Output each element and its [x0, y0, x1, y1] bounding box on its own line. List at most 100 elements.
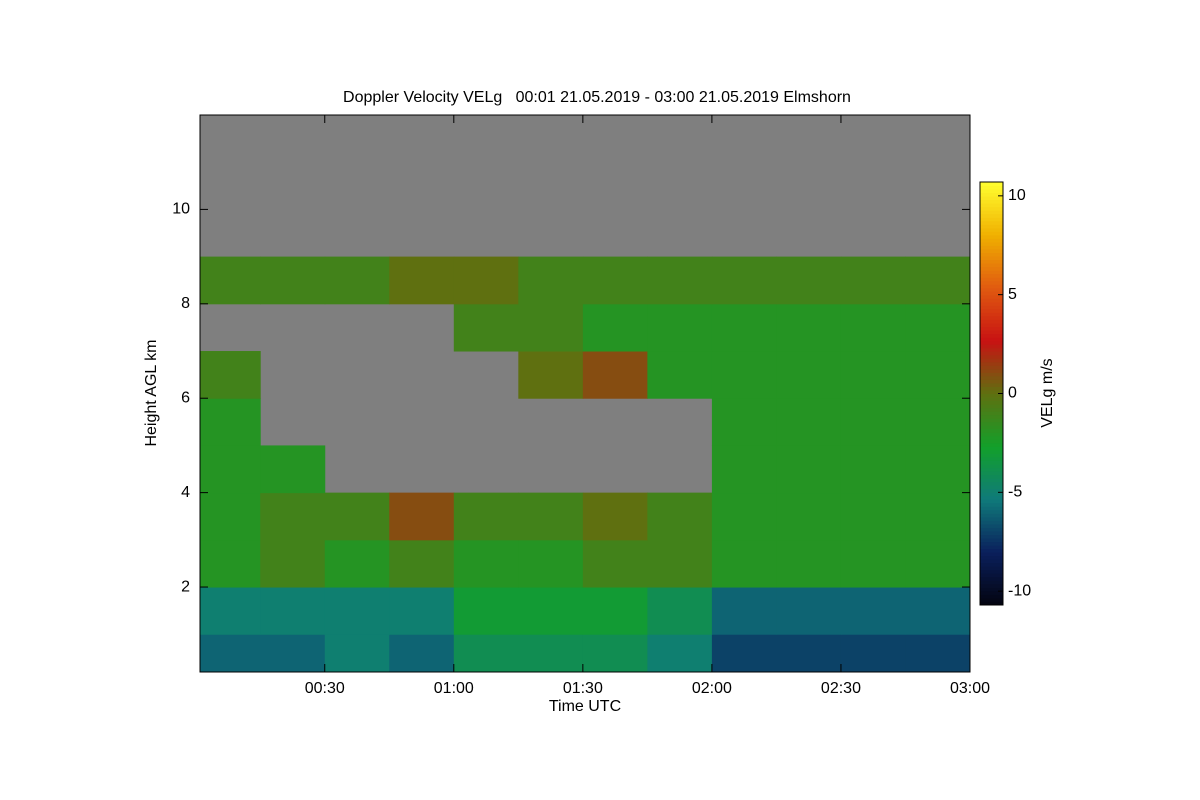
heatmap-cell — [776, 351, 842, 399]
heatmap-cell — [776, 303, 842, 352]
colorbar-segment — [980, 506, 1003, 511]
heatmap-cell — [776, 587, 842, 635]
heatmap-cell — [905, 634, 971, 673]
colorbar-segment — [980, 545, 1003, 550]
heatmap-cell — [453, 539, 519, 588]
colorbar-segment — [980, 224, 1003, 229]
colorbar-segment — [980, 439, 1003, 444]
colorbar-segment — [980, 333, 1003, 338]
colorbar-segment — [980, 492, 1003, 497]
x-tick-label: 02:30 — [821, 680, 861, 697]
heatmap-cell — [200, 445, 261, 494]
heatmap-cell — [200, 492, 261, 541]
colorbar-segment — [980, 358, 1003, 363]
heatmap-cell — [582, 303, 648, 352]
colorbar-segment — [980, 245, 1003, 250]
colorbar-segment — [980, 397, 1003, 402]
colorbar-segment — [980, 185, 1003, 190]
colorbar-segment — [980, 566, 1003, 571]
colorbar-segment — [980, 354, 1003, 359]
colorbar-segment — [980, 555, 1003, 560]
y-tick-label: 6 — [181, 389, 190, 406]
colorbar-segment — [980, 312, 1003, 317]
heatmap-cell — [711, 492, 777, 541]
heatmap-cell — [389, 539, 455, 588]
colorbar-segment — [980, 375, 1003, 380]
colorbar-segment — [980, 298, 1003, 303]
colorbar-segment — [980, 252, 1003, 257]
colorbar-segment — [980, 523, 1003, 528]
heatmap-cell — [711, 634, 777, 673]
heatmap-cell — [582, 539, 648, 588]
heatmap-cell — [647, 634, 713, 673]
colorbar-segment — [980, 425, 1003, 430]
colorbar-segment — [980, 432, 1003, 437]
colorbar-segment — [980, 301, 1003, 306]
colorbar-segment — [980, 587, 1003, 592]
heatmap-cell — [453, 492, 519, 541]
colorbar-segment — [980, 400, 1003, 405]
colorbar-segment — [980, 520, 1003, 525]
heatmap-cell — [905, 303, 971, 352]
colorbar-segment — [980, 351, 1003, 356]
colorbar-label: VELg m/s — [1039, 358, 1056, 427]
colorbar-segment — [980, 393, 1003, 398]
x-tick-label: 03:00 — [950, 680, 990, 697]
colorbar-segment — [980, 241, 1003, 246]
colorbar-segment — [980, 601, 1003, 606]
heatmap-cell — [711, 445, 777, 494]
colorbar-segment — [980, 291, 1003, 296]
colorbar-segment — [980, 573, 1003, 578]
heatmap-cell — [776, 539, 842, 588]
colorbar-segment — [980, 559, 1003, 564]
colorbar-segment — [980, 495, 1003, 500]
colorbar-segment — [980, 449, 1003, 454]
colorbar-tick-label: -5 — [1008, 484, 1022, 501]
heatmap-cell — [647, 303, 713, 352]
colorbar-segment — [980, 196, 1003, 201]
colorbar-segment — [980, 266, 1003, 271]
colorbar-segment — [980, 467, 1003, 472]
heatmap-cell — [647, 351, 713, 399]
colorbar-segment — [980, 323, 1003, 328]
colorbar-segment — [980, 256, 1003, 261]
colorbar-segment — [980, 231, 1003, 236]
heatmap-cell — [324, 256, 390, 305]
colorbar-segment — [980, 277, 1003, 282]
colorbar-segment — [980, 453, 1003, 458]
colorbar-segment — [980, 372, 1003, 377]
colorbar-segment — [980, 287, 1003, 292]
colorbar-segment — [980, 192, 1003, 197]
colorbar-segment — [980, 478, 1003, 483]
heatmap-cell — [518, 634, 584, 673]
heatmap-cell — [200, 398, 261, 446]
heatmap-cell — [518, 587, 584, 635]
colorbar-segment — [980, 562, 1003, 567]
colorbar-segment — [980, 471, 1003, 476]
heatmap-cell — [776, 492, 842, 541]
colorbar-segment — [980, 344, 1003, 349]
colorbar-segment — [980, 386, 1003, 391]
colorbar-segment — [980, 368, 1003, 373]
colorbar-segment — [980, 319, 1003, 324]
colorbar-segment — [980, 340, 1003, 345]
heatmap-cell — [260, 445, 326, 494]
colorbar-segment — [980, 499, 1003, 504]
heatmap-cell — [324, 492, 390, 541]
colorbar-segment — [980, 576, 1003, 581]
y-tick-label: 8 — [181, 295, 190, 312]
colorbar-segment — [980, 548, 1003, 553]
x-axis-label: Time UTC — [549, 698, 621, 715]
heatmap-cell — [711, 256, 777, 305]
colorbar-segment — [980, 213, 1003, 218]
x-tick-label: 00:30 — [305, 680, 345, 697]
colorbar-segment — [980, 446, 1003, 451]
heatmap-cell — [200, 539, 261, 588]
colorbar-segment — [980, 594, 1003, 599]
colorbar-segment — [980, 421, 1003, 426]
heatmap-cell — [711, 587, 777, 635]
colorbar-segment — [980, 308, 1003, 313]
heatmap-cell — [840, 256, 906, 305]
colorbar-tick-label: 0 — [1008, 385, 1017, 402]
colorbar-segment — [980, 189, 1003, 194]
